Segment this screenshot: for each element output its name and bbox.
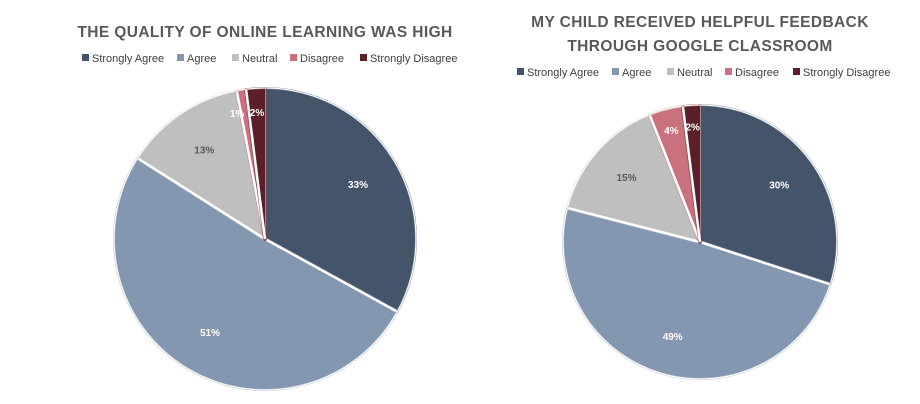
legend-label-strongly-disagree: Strongly Disagree [803, 67, 890, 79]
legend-label-agree: Agree [187, 53, 216, 65]
slice-separator [648, 115, 702, 243]
chart-title-line: THE QUALITY OF ONLINE LEARNING WAS HIGH [77, 24, 452, 41]
legend-swatch-neutral [232, 54, 239, 61]
legend-label-strongly-disagree: Strongly Disagree [370, 53, 457, 65]
legend-label-strongly-agree: Strongly Agree [527, 67, 599, 79]
slice-separator [137, 157, 266, 241]
slice-separator [681, 106, 702, 243]
pie-chart-online-learning-quality: THE QUALITY OF ONLINE LEARNING WAS HIGH … [77, 24, 457, 391]
data-label-agree: 51% [200, 328, 220, 339]
data-label-strongly-disagree: 2% [250, 108, 265, 119]
slice-separator [567, 206, 701, 244]
data-label-neutral: 15% [616, 173, 636, 184]
pie-outline [113, 87, 417, 391]
legend-label-disagree: Disagree [300, 53, 344, 65]
data-label-disagree: 4% [664, 126, 679, 137]
pie-slice-agree [113, 156, 399, 391]
legend-swatch-disagree [725, 68, 732, 75]
legend-label-agree: Agree [622, 67, 651, 79]
slice-separator [264, 237, 398, 313]
legend-swatch-strongly-disagree [360, 54, 367, 61]
chart-title-line: THROUGH GOOGLE CLASSROOM [567, 38, 832, 55]
slice-separator [244, 90, 267, 240]
legend-swatch-strongly-agree [82, 54, 89, 61]
data-label-strongly-disagree: 2% [685, 123, 700, 134]
pie-slice-strongly-agree [263, 87, 417, 314]
data-label-neutral: 13% [194, 146, 214, 157]
chart-title-line: MY CHILD RECEIVED HELPFUL FEEDBACK [531, 14, 869, 31]
pie-slice-agree [562, 206, 832, 380]
data-label-strongly-agree: 33% [348, 180, 368, 191]
pie-slice-strongly-agree [698, 104, 838, 287]
legend-label-disagree: Disagree [735, 67, 779, 79]
legend-label-strongly-agree: Strongly Agree [92, 53, 164, 65]
data-label-disagree: 1% [230, 109, 245, 120]
legend-swatch-neutral [667, 68, 674, 75]
pie-slice-neutral [566, 113, 702, 244]
legend-swatch-disagree [290, 54, 297, 61]
data-label-strongly-agree: 30% [769, 180, 789, 191]
legend-swatch-strongly-agree [517, 68, 524, 75]
legend-label-neutral: Neutral [677, 67, 712, 79]
legend-swatch-agree [177, 54, 184, 61]
pie-slice-neutral [136, 89, 267, 241]
legend-swatch-agree [612, 68, 619, 75]
pie-outline [562, 104, 838, 380]
data-label-agree: 49% [663, 332, 683, 343]
slice-separator [699, 240, 830, 286]
pie-chart-google-classroom-feedback: MY CHILD RECEIVED HELPFUL FEEDBACK THROU… [517, 14, 890, 380]
legend-swatch-strongly-disagree [793, 68, 800, 75]
legend-label-neutral: Neutral [242, 53, 277, 65]
